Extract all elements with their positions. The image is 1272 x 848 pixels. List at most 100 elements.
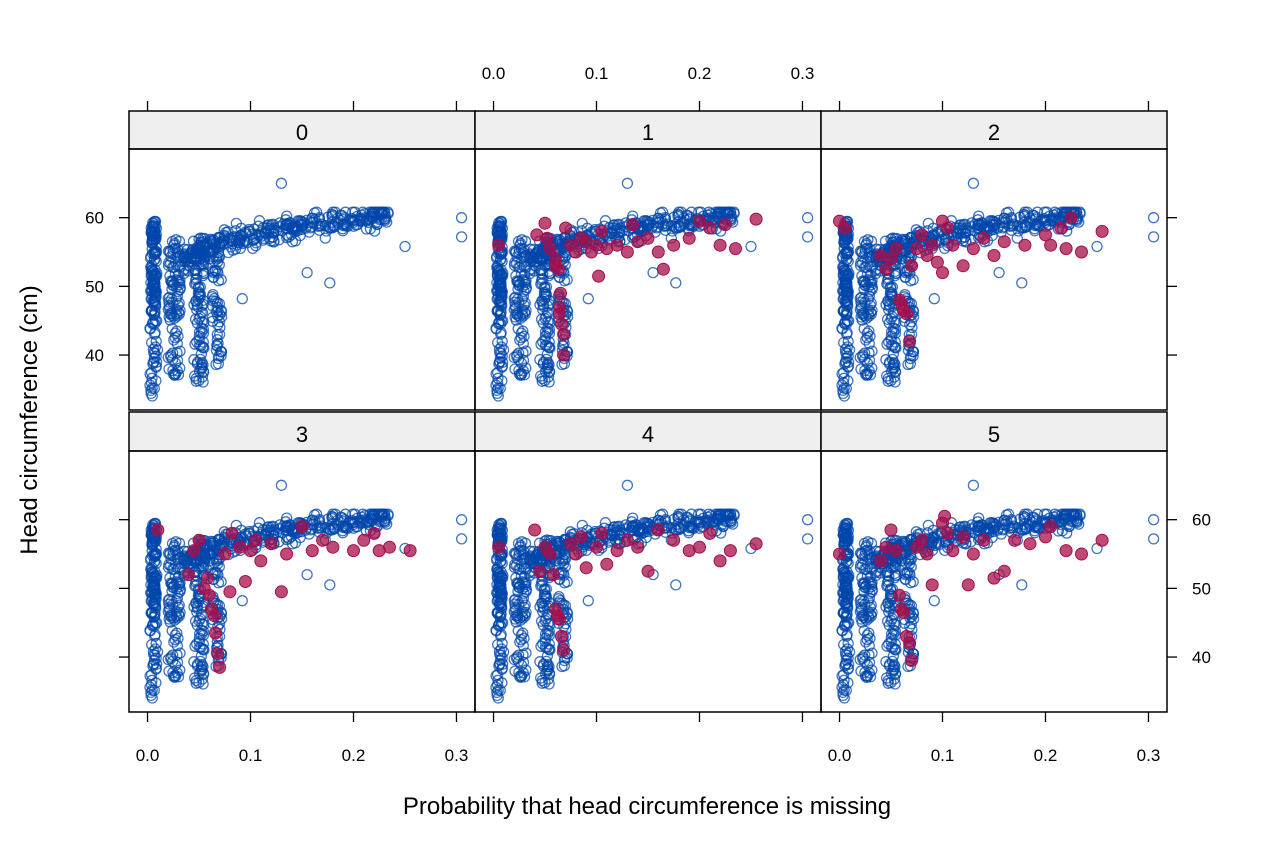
observed-point xyxy=(675,206,687,218)
observed-point xyxy=(236,293,248,305)
imputed-point xyxy=(1044,238,1058,252)
observed-point xyxy=(163,665,175,677)
observed-point xyxy=(520,283,532,296)
imputed-point xyxy=(557,327,571,341)
observed-point xyxy=(211,339,223,351)
observed-point xyxy=(1016,579,1028,591)
observed-point xyxy=(837,377,850,389)
observed-point xyxy=(148,556,160,568)
observed-point xyxy=(151,344,164,356)
observed-point xyxy=(880,354,892,366)
observed-point xyxy=(705,208,717,220)
imputed-point xyxy=(192,533,206,547)
observed-point xyxy=(857,309,870,321)
imputed-point xyxy=(367,526,381,540)
imputed-point xyxy=(961,578,975,592)
imputed-point xyxy=(238,575,252,588)
imputed-point xyxy=(889,544,903,558)
imputed-point xyxy=(1054,221,1068,235)
imputed-point xyxy=(651,245,665,259)
imputed-point xyxy=(718,218,732,232)
observed-point xyxy=(150,658,163,670)
observed-point xyxy=(146,390,158,402)
imputed-point xyxy=(610,544,624,558)
observed-point xyxy=(497,315,509,327)
observed-point xyxy=(840,254,852,266)
observed-point xyxy=(899,266,911,279)
imputed-point xyxy=(492,540,506,554)
imputed-point xyxy=(595,224,609,238)
observed-point xyxy=(860,334,872,346)
imputed-point xyxy=(946,544,960,558)
observed-point xyxy=(150,350,162,362)
x-tick-label: 0.1 xyxy=(239,746,263,765)
imputed-point xyxy=(357,533,371,547)
imputed-point xyxy=(941,221,955,235)
imputed-point xyxy=(403,544,417,558)
observed-point xyxy=(188,354,200,366)
imputed-point xyxy=(936,266,949,280)
observed-point xyxy=(171,290,184,302)
observed-point xyxy=(496,361,508,373)
observed-point xyxy=(836,323,849,335)
observed-point xyxy=(1039,216,1052,229)
imputed-point xyxy=(1075,245,1088,259)
observed-point xyxy=(517,290,530,302)
imputed-point xyxy=(1095,533,1109,547)
observed-point xyxy=(149,643,162,655)
panel-2: 2 xyxy=(820,110,1168,411)
observed-point xyxy=(146,230,159,242)
observed-point xyxy=(164,314,176,326)
observed-point xyxy=(541,348,554,360)
observed-point xyxy=(150,356,163,368)
observed-point xyxy=(842,361,854,373)
x-tick-label: 0.0 xyxy=(136,746,160,765)
imputed-point xyxy=(749,537,763,551)
observed-point xyxy=(210,344,223,357)
observed-point xyxy=(842,335,854,348)
observed-point xyxy=(338,212,350,224)
observed-point xyxy=(188,656,200,668)
observed-point xyxy=(149,600,161,612)
observed-point xyxy=(838,390,850,402)
observed-point xyxy=(866,283,878,296)
observed-point xyxy=(163,291,176,303)
strip-0 xyxy=(128,110,476,150)
imputed-point xyxy=(915,228,929,242)
observed-point xyxy=(280,214,292,226)
observed-point xyxy=(215,304,227,316)
imputed-point xyxy=(910,242,924,256)
observed-point xyxy=(1016,277,1028,289)
imputed-point xyxy=(264,537,278,551)
imputed-point xyxy=(713,238,727,252)
y-tick-label: 60 xyxy=(1192,511,1211,530)
observed-point xyxy=(145,679,158,691)
observed-point xyxy=(360,223,373,235)
observed-point xyxy=(191,638,203,650)
observed-point xyxy=(866,345,878,357)
imputed-point xyxy=(305,544,319,558)
imputed-point xyxy=(218,547,232,561)
imputed-point xyxy=(915,533,929,547)
imputed-point xyxy=(641,564,655,578)
observed-point xyxy=(652,212,664,224)
observed-point xyxy=(213,561,225,573)
imputed-point xyxy=(997,235,1011,249)
imputed-point xyxy=(538,216,552,230)
imputed-point xyxy=(977,533,991,547)
observed-point xyxy=(866,304,878,317)
imputed-point xyxy=(838,221,852,235)
observed-point xyxy=(147,343,160,355)
observed-point xyxy=(495,341,508,353)
imputed-point xyxy=(554,286,567,300)
observed-point xyxy=(144,625,157,637)
observed-point xyxy=(186,251,198,263)
observed-point xyxy=(1030,212,1042,224)
observed-point xyxy=(607,219,620,232)
imputed-point xyxy=(987,249,1001,262)
observed-point xyxy=(861,327,873,339)
imputed-point xyxy=(225,526,239,540)
imputed-point xyxy=(555,629,568,643)
x-tick-label: 0.1 xyxy=(931,746,955,765)
imputed-point xyxy=(569,245,583,259)
